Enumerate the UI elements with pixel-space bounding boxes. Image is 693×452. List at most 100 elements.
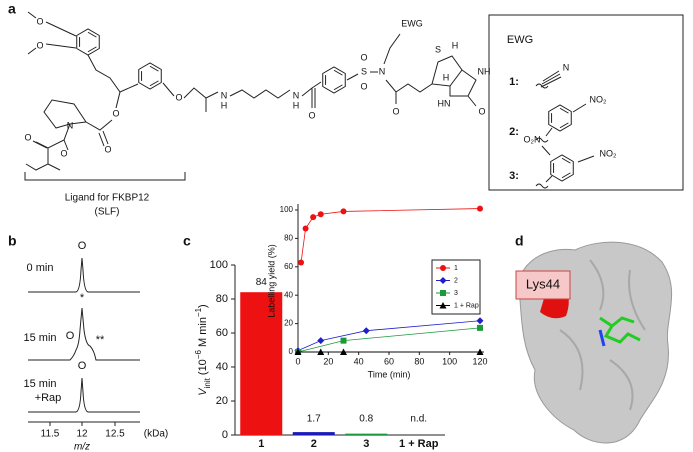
mass-spectra: [28, 257, 140, 426]
label: S: [361, 66, 367, 76]
y-tick-label: 100: [280, 205, 294, 214]
label: H: [443, 72, 450, 82]
x-tick-label: 100: [442, 356, 457, 366]
ring: [548, 104, 572, 132]
protein-surface: [515, 241, 673, 444]
y-axis-title-part: ): [197, 304, 209, 308]
panel-label: a: [8, 1, 16, 17]
series-line: [297, 320, 481, 351]
x-tick-label: 3: [363, 438, 369, 450]
label: NH: [478, 66, 491, 76]
y-tick-label: 0: [222, 429, 228, 441]
marker: [362, 327, 370, 335]
marker: [340, 337, 347, 344]
label: 11.5: [41, 429, 60, 440]
legend-label: 3: [454, 290, 458, 297]
ring-bond: [87, 46, 97, 53]
marker: [294, 348, 302, 355]
marker: [439, 277, 447, 284]
label: O: [60, 148, 67, 158]
residue-label: Lys44: [526, 276, 560, 291]
label: NO₂: [590, 94, 608, 104]
y-tick-label: 40: [216, 361, 228, 373]
x-tick-label: 120: [472, 356, 487, 366]
label: HN: [438, 98, 451, 108]
label: O: [78, 360, 87, 372]
label: O₂N: [524, 134, 541, 144]
label: N: [221, 90, 228, 100]
label: O: [104, 144, 111, 154]
marker: [476, 348, 484, 355]
label: EWG: [507, 34, 533, 46]
marker: [310, 214, 317, 221]
panel-label: b: [8, 233, 17, 249]
legend-label: 2: [454, 277, 458, 284]
label: N: [379, 66, 386, 76]
y-tick-label: 20: [216, 395, 228, 407]
marker: [298, 259, 305, 266]
x-axis-title: Time (min): [368, 369, 411, 379]
y-axis-title-part: −1: [194, 307, 203, 317]
ring: [43, 99, 87, 129]
x-tick-label: 20: [323, 356, 333, 366]
label: O: [36, 16, 43, 26]
label: NO₂: [600, 148, 618, 158]
x-tick-label: 40: [354, 356, 364, 366]
ring-bond: [559, 107, 569, 114]
ring-bond: [561, 157, 571, 164]
legend-label: 1: [454, 265, 458, 272]
ring-bond: [561, 172, 571, 179]
marker: [440, 290, 446, 296]
y-tick-label: 80: [216, 293, 228, 305]
label: (SLF): [95, 207, 120, 218]
ring-bond: [149, 80, 159, 87]
label: 3:: [509, 170, 519, 182]
label: O: [78, 240, 87, 252]
label: O: [360, 52, 367, 62]
y-tick-label: 20: [284, 319, 293, 328]
label: O: [360, 81, 367, 91]
label: O: [112, 108, 119, 118]
y-tick-label: 0: [289, 347, 294, 356]
y-axis-title-part: −6: [194, 350, 203, 360]
label: N: [563, 62, 570, 72]
ring: [322, 66, 346, 94]
label: N: [67, 120, 74, 130]
y-tick-label: 100: [210, 259, 228, 271]
label: **: [96, 334, 105, 346]
x-tick-label: 80: [414, 356, 424, 366]
y-axis-title: Labelling yield (%): [266, 244, 276, 318]
label: 2:: [509, 126, 519, 138]
x-tick-label: 2: [311, 438, 317, 450]
y-tick-label: 60: [284, 262, 293, 271]
y-axis-title-part: V: [197, 387, 209, 396]
marker: [317, 348, 325, 355]
label: 0 min: [27, 262, 54, 274]
label: O: [392, 106, 399, 116]
label: S: [435, 44, 441, 54]
ring-bond: [333, 84, 343, 91]
bar: [345, 433, 388, 435]
label: 15 min: [23, 332, 56, 344]
marker: [440, 265, 446, 271]
label: 12: [76, 429, 88, 440]
value-label: 84: [256, 277, 268, 288]
marker: [340, 348, 347, 355]
y-tick-label: 40: [284, 290, 293, 299]
value-label: 0.8: [359, 414, 373, 425]
legend-label: 1 + Rap: [454, 302, 479, 309]
ring-bond: [559, 122, 569, 129]
label: O: [36, 40, 43, 50]
marker: [317, 211, 324, 218]
series-line: [300, 208, 481, 263]
marker: [477, 205, 483, 212]
label: O: [24, 132, 31, 142]
label: m/z: [74, 442, 90, 452]
label: H: [221, 100, 228, 110]
y-axis-title-part: (10: [197, 359, 209, 378]
label: (kDa): [144, 429, 168, 440]
bar: [292, 432, 335, 435]
label: O: [308, 110, 315, 120]
ring: [550, 154, 574, 182]
